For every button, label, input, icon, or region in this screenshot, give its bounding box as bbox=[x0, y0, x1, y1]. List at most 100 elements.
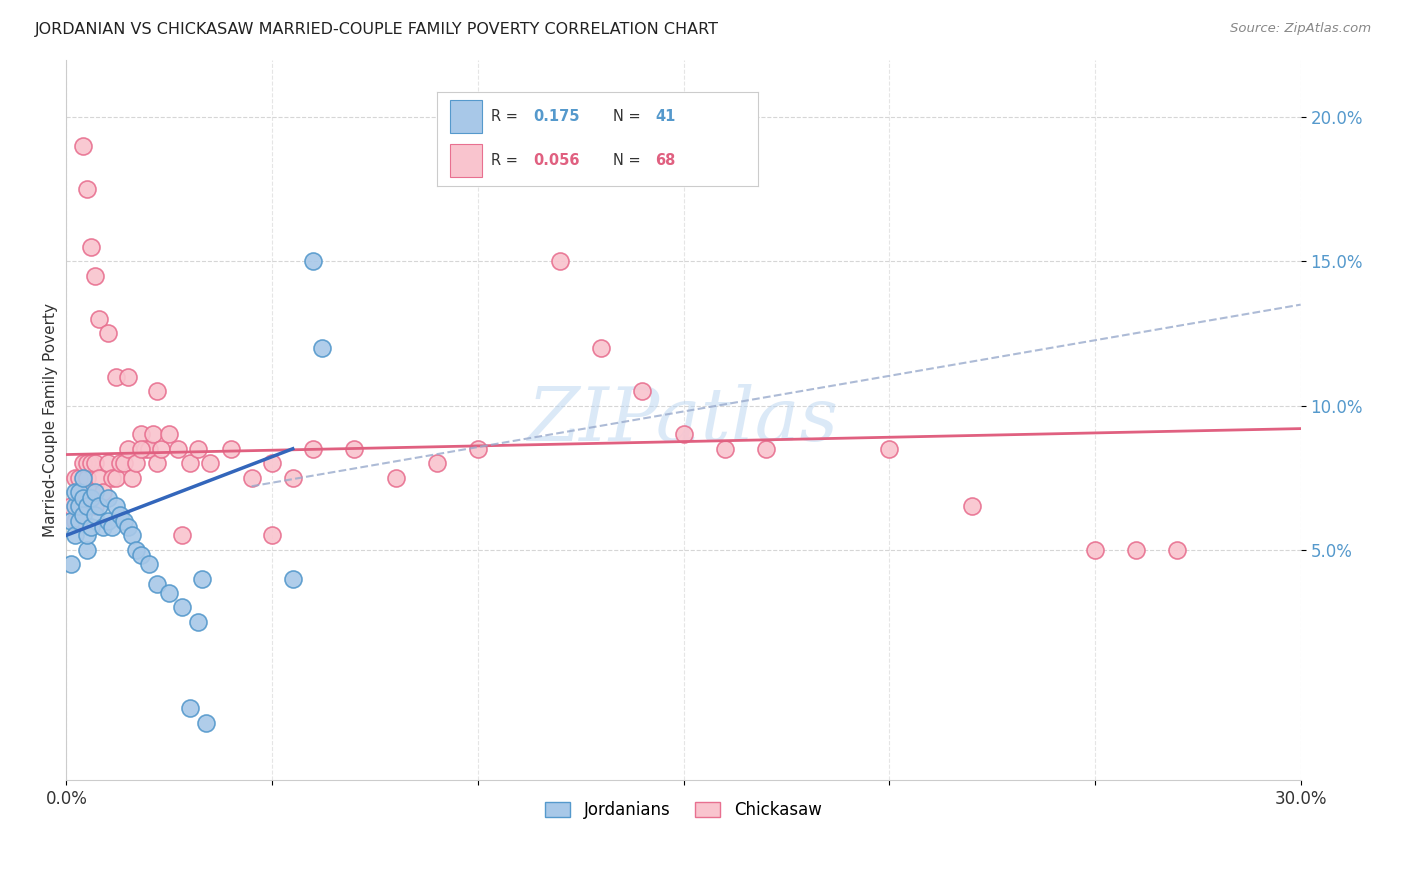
Point bbox=[72, 491, 94, 505]
Point bbox=[1125, 542, 1147, 557]
Point bbox=[108, 508, 131, 522]
Point bbox=[240, 470, 263, 484]
Point bbox=[97, 326, 120, 341]
Point bbox=[84, 500, 107, 514]
Point bbox=[121, 470, 143, 484]
Point bbox=[67, 470, 90, 484]
Point bbox=[84, 485, 107, 500]
Point bbox=[80, 491, 103, 505]
Point bbox=[302, 254, 325, 268]
Point bbox=[67, 514, 90, 528]
Point bbox=[72, 456, 94, 470]
Point bbox=[72, 470, 94, 484]
Point bbox=[104, 500, 127, 514]
Point bbox=[170, 528, 193, 542]
Point bbox=[59, 557, 82, 571]
Point bbox=[72, 508, 94, 522]
Point bbox=[195, 715, 218, 730]
Point bbox=[548, 254, 571, 268]
Point bbox=[191, 572, 214, 586]
Point bbox=[80, 240, 103, 254]
Point bbox=[138, 557, 160, 571]
Point bbox=[97, 456, 120, 470]
Point bbox=[631, 384, 654, 398]
Point bbox=[59, 514, 82, 528]
Point bbox=[112, 456, 135, 470]
Point bbox=[63, 485, 86, 500]
Point bbox=[76, 500, 98, 514]
Point bbox=[713, 442, 735, 456]
Legend: Jordanians, Chickasaw: Jordanians, Chickasaw bbox=[538, 795, 828, 826]
Point bbox=[129, 549, 152, 563]
Point bbox=[63, 470, 86, 484]
Point bbox=[59, 500, 82, 514]
Text: JORDANIAN VS CHICKASAW MARRIED-COUPLE FAMILY POVERTY CORRELATION CHART: JORDANIAN VS CHICKASAW MARRIED-COUPLE FA… bbox=[35, 22, 718, 37]
Point bbox=[125, 542, 148, 557]
Point bbox=[93, 519, 115, 533]
Point bbox=[166, 442, 188, 456]
Point bbox=[343, 442, 366, 456]
Point bbox=[89, 500, 111, 514]
Point bbox=[142, 427, 165, 442]
Point bbox=[302, 442, 325, 456]
Point bbox=[170, 600, 193, 615]
Point bbox=[84, 268, 107, 283]
Point bbox=[467, 442, 489, 456]
Point bbox=[80, 485, 103, 500]
Text: Source: ZipAtlas.com: Source: ZipAtlas.com bbox=[1230, 22, 1371, 36]
Point bbox=[76, 182, 98, 196]
Point bbox=[67, 500, 90, 514]
Point bbox=[129, 427, 152, 442]
Point bbox=[67, 485, 90, 500]
Point bbox=[63, 528, 86, 542]
Point bbox=[129, 442, 152, 456]
Point bbox=[84, 508, 107, 522]
Point bbox=[157, 586, 180, 600]
Point bbox=[281, 572, 304, 586]
Point bbox=[84, 456, 107, 470]
Point bbox=[121, 528, 143, 542]
Point bbox=[76, 456, 98, 470]
Point bbox=[76, 470, 98, 484]
Point bbox=[117, 369, 139, 384]
Point bbox=[67, 500, 90, 514]
Point bbox=[76, 542, 98, 557]
Point bbox=[591, 341, 613, 355]
Point bbox=[150, 442, 173, 456]
Point bbox=[262, 456, 284, 470]
Point bbox=[179, 701, 201, 715]
Point bbox=[1166, 542, 1188, 557]
Point bbox=[100, 519, 122, 533]
Point bbox=[426, 456, 449, 470]
Point bbox=[89, 470, 111, 484]
Point bbox=[72, 485, 94, 500]
Point bbox=[117, 442, 139, 456]
Point bbox=[146, 456, 169, 470]
Point bbox=[281, 470, 304, 484]
Point bbox=[97, 491, 120, 505]
Point bbox=[134, 442, 156, 456]
Point bbox=[146, 384, 169, 398]
Point bbox=[63, 514, 86, 528]
Point bbox=[104, 369, 127, 384]
Text: ZIPatlas: ZIPatlas bbox=[529, 384, 839, 456]
Point bbox=[93, 485, 115, 500]
Point bbox=[72, 139, 94, 153]
Point bbox=[138, 442, 160, 456]
Point bbox=[146, 577, 169, 591]
Point bbox=[157, 427, 180, 442]
Point bbox=[508, 168, 530, 182]
Point bbox=[125, 456, 148, 470]
Point bbox=[80, 519, 103, 533]
Point bbox=[187, 615, 209, 629]
Point bbox=[262, 528, 284, 542]
Point bbox=[76, 528, 98, 542]
Point bbox=[80, 456, 103, 470]
Point bbox=[877, 442, 900, 456]
Point bbox=[117, 519, 139, 533]
Point bbox=[219, 442, 242, 456]
Point bbox=[311, 341, 333, 355]
Point bbox=[187, 442, 209, 456]
Point bbox=[1084, 542, 1107, 557]
Point bbox=[755, 442, 778, 456]
